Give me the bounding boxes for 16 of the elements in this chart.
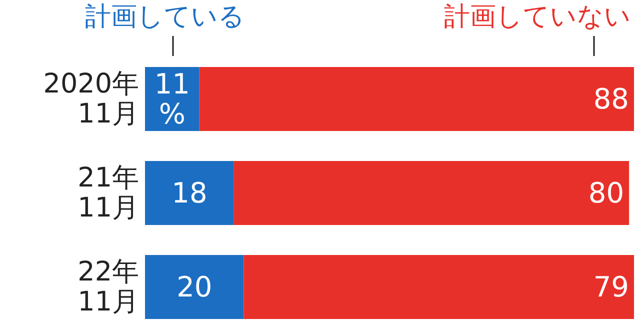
y-tick-label: 22年 11月 [78, 256, 139, 318]
bar [145, 255, 244, 319]
series-label: 計画していない [444, 2, 631, 32]
y-tick-label: 21年 11月 [78, 162, 139, 224]
data-label: 20 [176, 270, 212, 304]
bar [145, 161, 234, 225]
y-tick-label: 2020年 11月 [43, 68, 139, 130]
data-label: 11 % [154, 68, 190, 130]
bar [234, 161, 630, 225]
bar [244, 255, 634, 319]
data-label: 18 [172, 176, 208, 210]
bar [199, 67, 634, 131]
data-label: 88 [593, 82, 629, 116]
data-label: 80 [588, 176, 624, 210]
data-label: 79 [593, 270, 629, 304]
series-label: 計画している [85, 2, 245, 32]
